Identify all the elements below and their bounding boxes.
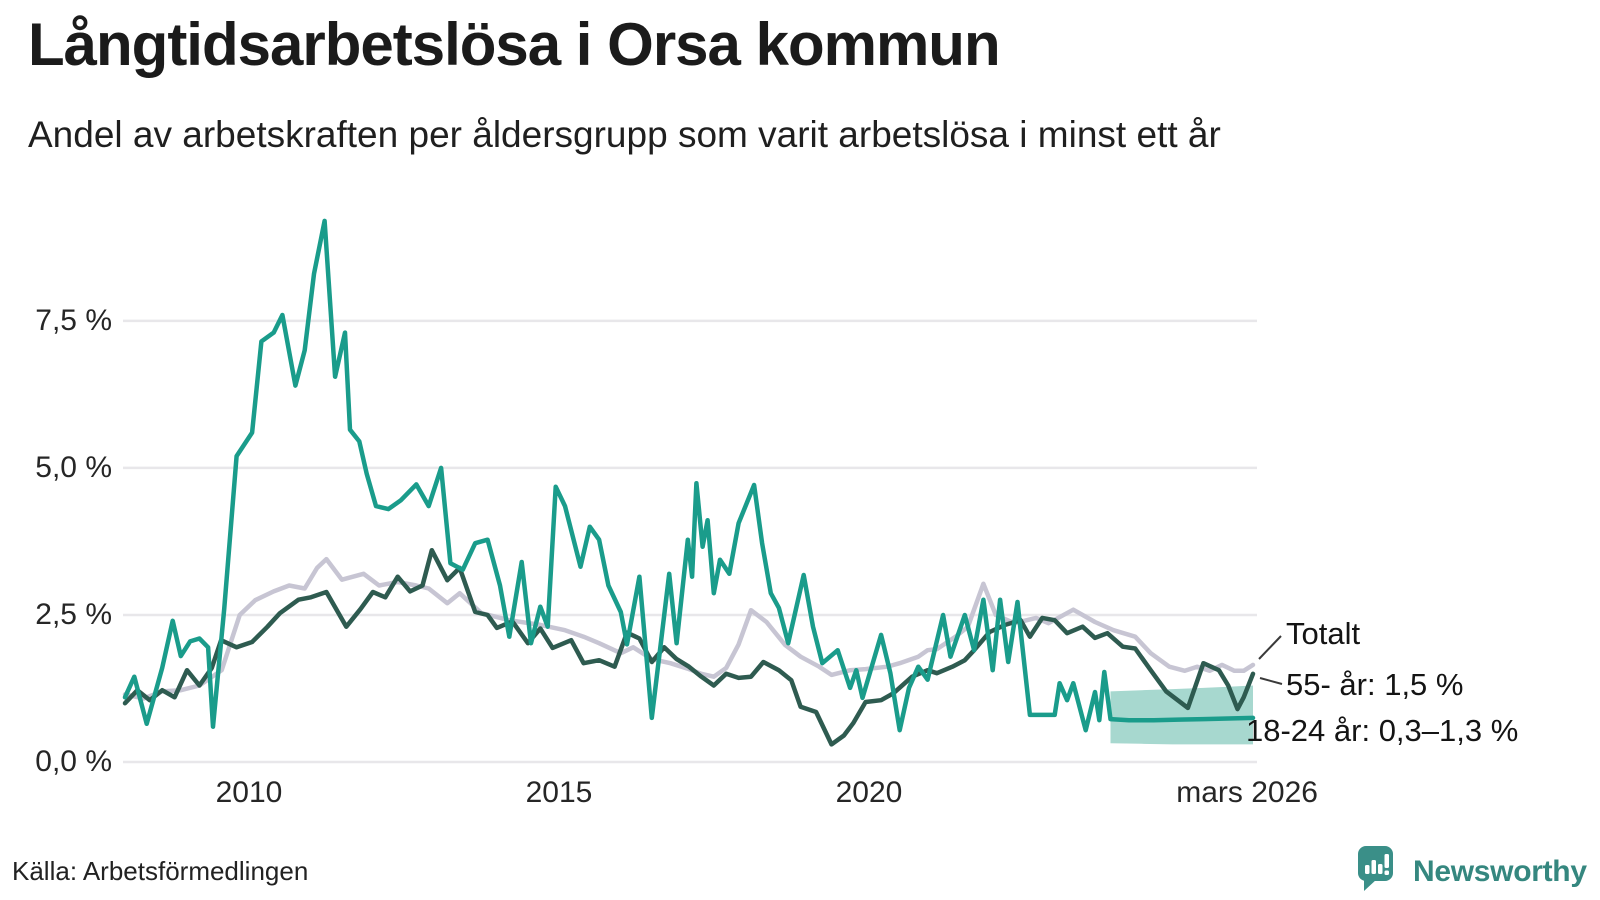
x-axis-tick-2015: 2015 <box>525 776 593 809</box>
newsworthy-logo: Newsworthy <box>1357 845 1587 895</box>
uncertainty-band <box>1110 685 1253 745</box>
annotation-18-24: 18-24 år: 0,3–1,3 % <box>1246 713 1519 748</box>
page-subtitle: Andel av arbetskraften per åldersgrupp s… <box>28 114 1221 155</box>
series-line-1 <box>122 547 1256 747</box>
source-note: Källa: Arbetsförmedlingen <box>12 856 309 886</box>
newsworthy-logo-text: Newsworthy <box>1413 855 1587 888</box>
bar-chart-bubble-icon <box>1358 846 1393 891</box>
y-axis-tick-0-0: 0,0 % <box>35 745 112 778</box>
y-axis-tick-7-5: 7,5 % <box>35 304 112 337</box>
annotation-totalt: Totalt <box>1286 616 1361 651</box>
annotation-connector-0 <box>1258 635 1282 660</box>
page-title: Långtidsarbetslösa i Orsa kommun <box>28 11 1001 78</box>
annotation-55-plus: 55- år: 1,5 % <box>1286 667 1464 702</box>
x-axis-tick-2020: 2020 <box>835 776 903 809</box>
y-axis-tick-2-5: 2,5 % <box>35 598 112 631</box>
series-line-0 <box>122 556 1256 701</box>
annotation-connector-1 <box>1259 677 1283 685</box>
series-line-2 <box>122 218 1256 733</box>
x-axis-tick-2010: 2010 <box>215 776 283 809</box>
y-axis-tick-5-0: 5,0 % <box>35 451 112 484</box>
x-axis-tick-mars-2026: mars 2026 <box>1176 776 1318 809</box>
